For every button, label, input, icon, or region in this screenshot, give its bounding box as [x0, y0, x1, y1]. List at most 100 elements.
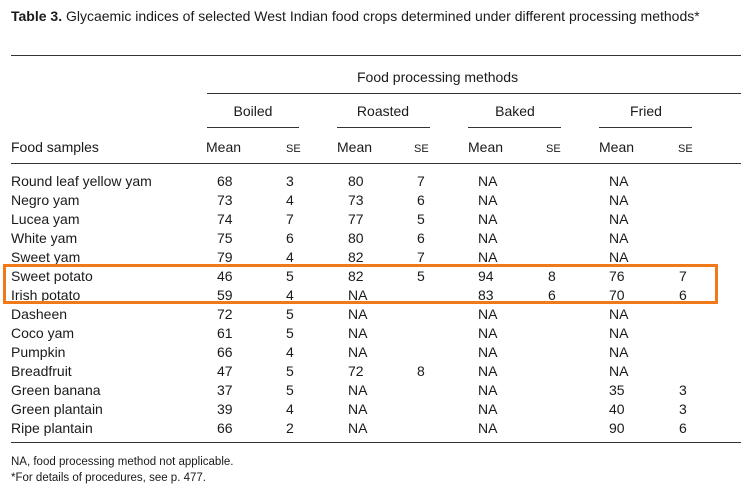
- mean-cell: NA: [348, 420, 368, 436]
- mean-cell: 46: [217, 268, 233, 284]
- mean-cell: 40: [609, 401, 625, 417]
- mean-cell: NA: [478, 401, 498, 417]
- mean-cell: NA: [348, 325, 368, 341]
- mean-cell: 75: [217, 230, 233, 246]
- mean-header-baked: Mean: [468, 139, 504, 155]
- mean-cell: 72: [348, 363, 364, 379]
- se-cell: 5: [286, 363, 294, 379]
- mean-cell: NA: [348, 382, 368, 398]
- method-header-fried: Fried: [630, 103, 662, 119]
- mean-cell: NA: [478, 363, 498, 379]
- se-cell: 3: [286, 173, 294, 189]
- mean-cell: 94: [478, 268, 494, 284]
- food-name: Round leaf yellow yam: [11, 173, 152, 189]
- mean-cell: 35: [609, 382, 625, 398]
- method-underline-roasted: [337, 127, 430, 128]
- se-cell: 7: [417, 173, 425, 189]
- se-cell: 4: [286, 249, 294, 265]
- group-underline: [207, 93, 741, 94]
- mean-cell: NA: [609, 306, 629, 322]
- top-rule: [11, 55, 741, 56]
- se-cell: 7: [286, 211, 294, 227]
- mean-cell: NA: [609, 344, 629, 360]
- table-caption: Table 3. Glycaemic indices of selected W…: [11, 7, 741, 26]
- mean-header-boiled: Mean: [206, 139, 242, 155]
- method-underline-fried: [599, 127, 692, 128]
- mean-cell: NA: [348, 287, 368, 303]
- mean-cell: NA: [478, 230, 498, 246]
- method-header-boiled: Boiled: [233, 103, 273, 119]
- mean-cell: NA: [478, 420, 498, 436]
- footnote-na: NA, food processing method not applicabl…: [11, 456, 234, 468]
- se-header-baked: SE: [546, 143, 561, 155]
- food-name: Irish potato: [11, 287, 81, 303]
- mean-cell: 73: [217, 192, 233, 208]
- mean-cell: 80: [348, 173, 364, 189]
- mean-cell: NA: [609, 230, 629, 246]
- method-underline-boiled: [207, 127, 299, 128]
- mean-cell: 90: [609, 420, 625, 436]
- mean-cell: NA: [609, 325, 629, 341]
- se-cell: 5: [417, 268, 425, 284]
- food-samples-header: Food samples: [11, 139, 99, 155]
- food-name: Lucea yam: [11, 211, 80, 227]
- food-name: Pumpkin: [11, 344, 66, 360]
- food-name: Negro yam: [11, 192, 80, 208]
- mean-cell: NA: [478, 249, 498, 265]
- mean-header-roasted: Mean: [337, 139, 373, 155]
- highlight-box: [3, 264, 718, 304]
- mean-cell: 79: [217, 249, 233, 265]
- mean-cell: NA: [478, 382, 498, 398]
- food-name: Sweet potato: [11, 268, 93, 284]
- mean-cell: NA: [478, 192, 498, 208]
- mean-cell: 83: [478, 287, 494, 303]
- mean-cell: NA: [348, 344, 368, 360]
- mean-cell: 72: [217, 306, 233, 322]
- food-name: Coco yam: [11, 325, 75, 341]
- mean-cell: 39: [217, 401, 233, 417]
- food-name: Sweet yam: [11, 249, 81, 265]
- mean-cell: NA: [478, 325, 498, 341]
- mean-cell: NA: [478, 306, 498, 322]
- se-cell: 6: [548, 287, 556, 303]
- header-rule: [11, 163, 741, 164]
- se-cell: 5: [286, 382, 294, 398]
- se-cell: 5: [286, 306, 294, 322]
- se-cell: 4: [286, 192, 294, 208]
- se-cell: 6: [417, 230, 425, 246]
- mean-cell: 61: [217, 325, 233, 341]
- se-cell: 5: [286, 325, 294, 341]
- mean-cell: 66: [217, 420, 233, 436]
- method-header-baked: Baked: [495, 103, 535, 119]
- method-underline-baked: [468, 127, 561, 128]
- mean-cell: 66: [217, 344, 233, 360]
- food-name: Dasheen: [11, 306, 68, 322]
- mean-cell: NA: [348, 306, 368, 322]
- se-cell: 4: [286, 287, 294, 303]
- mean-cell: 73: [348, 192, 364, 208]
- se-cell: 6: [679, 420, 687, 436]
- se-cell: 3: [679, 401, 687, 417]
- se-cell: 4: [286, 401, 294, 417]
- mean-cell: NA: [348, 401, 368, 417]
- mean-cell: 70: [609, 287, 625, 303]
- se-cell: 8: [417, 363, 425, 379]
- method-header-roasted: Roasted: [356, 103, 410, 119]
- mean-cell: 80: [348, 230, 364, 246]
- se-cell: 5: [286, 268, 294, 284]
- mean-cell: 47: [217, 363, 233, 379]
- mean-cell: NA: [609, 249, 629, 265]
- mean-cell: NA: [609, 211, 629, 227]
- mean-cell: 76: [609, 268, 625, 284]
- se-cell: 3: [679, 382, 687, 398]
- mean-cell: NA: [478, 344, 498, 360]
- mean-cell: 82: [348, 249, 364, 265]
- food-name: Ripe plantain: [11, 420, 93, 436]
- mean-header-fried: Mean: [599, 139, 635, 155]
- se-header-roasted: SE: [414, 143, 429, 155]
- se-cell: 6: [417, 192, 425, 208]
- se-header-fried: SE: [678, 143, 693, 155]
- mean-cell: 37: [217, 382, 233, 398]
- mean-cell: 74: [217, 211, 233, 227]
- se-cell: 6: [679, 287, 687, 303]
